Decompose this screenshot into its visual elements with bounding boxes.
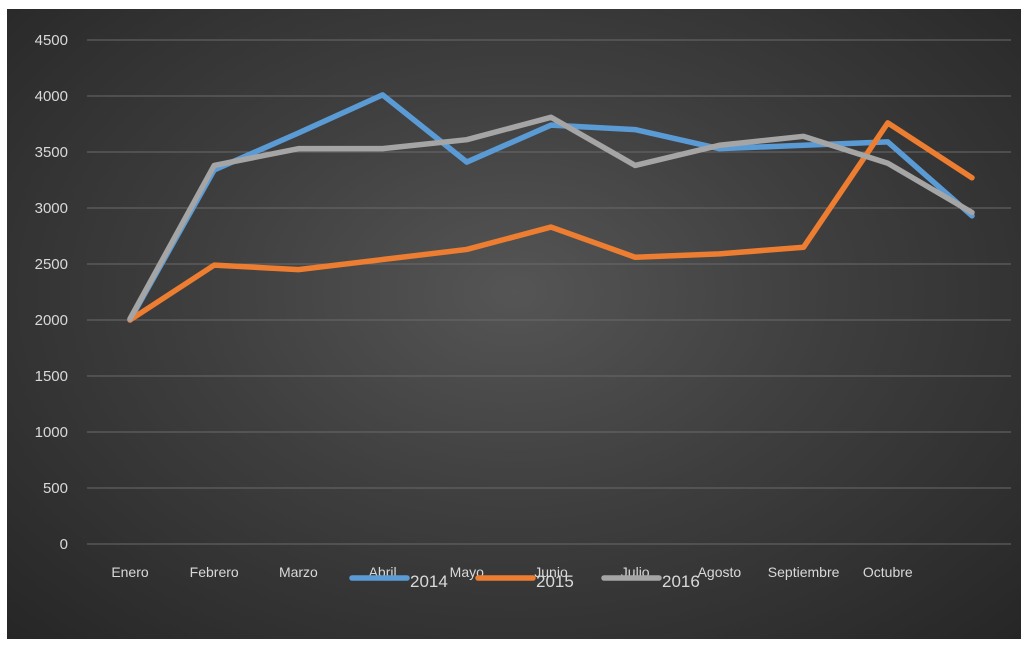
y-tick-label: 1500 <box>35 368 68 385</box>
legend-label: 2015 <box>536 572 574 591</box>
legend: 2014 2015 2016 <box>349 572 700 591</box>
x-tick-label: Agosto <box>698 564 742 580</box>
y-tick-label: 500 <box>43 480 68 497</box>
y-tick-label: 4500 <box>35 32 68 49</box>
chart-area <box>7 9 1021 639</box>
y-tick-label: 0 <box>60 536 68 553</box>
series-line-2016 <box>127 114 975 322</box>
series-lines <box>127 92 975 323</box>
y-tick-label: 1000 <box>35 424 68 441</box>
series-line-2014 <box>127 92 975 323</box>
y-tick-label: 3000 <box>35 200 68 217</box>
x-tick-label: Marzo <box>279 564 318 580</box>
y-tick-label: 2000 <box>35 312 68 329</box>
series-line-2015 <box>127 120 975 323</box>
legend-item-2016: 2016 <box>601 572 700 591</box>
legend-label: 2016 <box>662 572 700 591</box>
x-tick-label: Febrero <box>190 564 239 580</box>
y-tick-label: 3500 <box>35 144 68 161</box>
legend-label: 2014 <box>410 572 448 591</box>
x-tick-label: Junio <box>534 564 568 580</box>
y-axis-ticks: 0 500 1000 1500 2000 2500 3000 3500 4000 4500 <box>35 32 68 553</box>
legend-item-2015: 2015 <box>475 572 574 591</box>
gridlines <box>87 39 1011 545</box>
y-tick-label: 4000 <box>35 88 68 105</box>
legend-item-2014: 2014 <box>349 572 448 591</box>
x-tick-label: Mayo <box>450 564 484 580</box>
x-tick-label: Enero <box>111 564 149 580</box>
y-tick-label: 2500 <box>35 256 68 273</box>
x-tick-label: Septiembre <box>768 564 840 580</box>
x-tick-label: Octubre <box>863 564 913 580</box>
